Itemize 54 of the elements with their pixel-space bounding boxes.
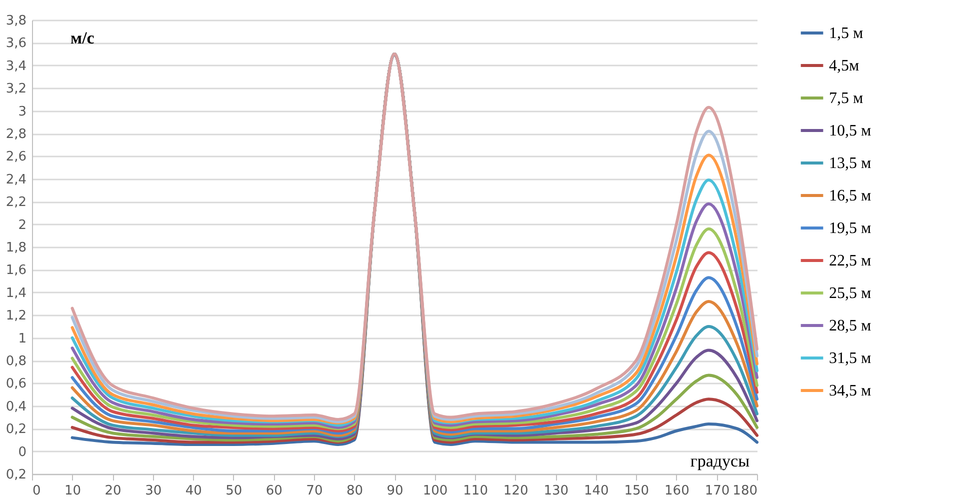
x-tick-label: 30 <box>145 484 162 497</box>
y-tick-label: 2,8 <box>6 127 26 142</box>
y-tick-label: 0,2 <box>6 468 26 482</box>
x-tick-label: 120 <box>503 484 528 497</box>
y-tick-label: 0,8 <box>6 354 26 369</box>
legend-label: 4,5м <box>829 58 860 74</box>
y-tick-label: 1,4 <box>6 286 26 301</box>
x-tick-label: 0 <box>32 484 41 497</box>
y-tick-label: 2,4 <box>6 172 26 188</box>
y-tick-label: 0,6 <box>6 376 26 392</box>
x-tick-label: 150 <box>624 484 650 497</box>
x-tick-label: 80 <box>346 484 363 497</box>
x-tick-label: 180 <box>732 484 758 497</box>
legend-label: 7,5 м <box>829 90 864 107</box>
legend-label: 28,5 м <box>829 318 872 334</box>
x-tick-label: 110 <box>463 484 488 497</box>
y-tick-label: 2,2 <box>6 195 26 210</box>
legend-label: 10,5 м <box>829 122 872 140</box>
x-tick-label: 130 <box>544 484 569 497</box>
x-tick-label: 100 <box>422 484 448 497</box>
legend-label: 16,5 м <box>829 188 872 204</box>
x-tick-label: 60 <box>266 484 282 497</box>
y-tick-label: 1,6 <box>6 263 26 278</box>
x-tick-label: 50 <box>226 484 242 497</box>
legend-label: 25,5 м <box>829 285 872 302</box>
x-tick-label: 20 <box>104 484 122 497</box>
y-tick-label: 1,8 <box>6 240 26 256</box>
x-axis-title: градусы <box>690 452 750 470</box>
y-tick-label: 3,8 <box>6 14 26 28</box>
y-tick-label: 1,2 <box>6 308 26 324</box>
x-tick-label: 140 <box>584 484 609 497</box>
x-tick-label: 10 <box>64 484 82 497</box>
y-tick-label: 1 <box>18 331 26 346</box>
x-tick-label: 40 <box>185 484 202 497</box>
legend-label: 19,5 м <box>829 220 872 237</box>
legend-label: 13,5 м <box>829 155 872 172</box>
y-tick-label: 3,6 <box>6 36 26 52</box>
y-tick-label: 0,4 <box>6 399 26 414</box>
x-tick-label: 160 <box>664 484 690 497</box>
y-tick-label: 3 <box>18 104 26 120</box>
legend-label: 1,5 м <box>829 25 864 42</box>
y-tick-label: 2,6 <box>6 150 26 165</box>
y-tick-label: 3,2 <box>6 82 26 97</box>
legend-label: 31,5 м <box>829 350 872 367</box>
x-tick-label: 70 <box>306 484 323 497</box>
y-tick-label: 2 <box>18 218 26 233</box>
y-tick-label: 0,2 <box>6 422 26 438</box>
y-axis-title: м/с <box>70 28 95 48</box>
x-tick-label: 170 <box>704 484 730 497</box>
legend-label: 34,5 м <box>829 382 872 400</box>
x-tick-label: 90 <box>386 484 404 497</box>
y-tick-label: 0 <box>18 444 26 460</box>
y-tick-label: 3,4 <box>6 58 26 74</box>
legend-label: 22,5 м <box>829 252 872 270</box>
